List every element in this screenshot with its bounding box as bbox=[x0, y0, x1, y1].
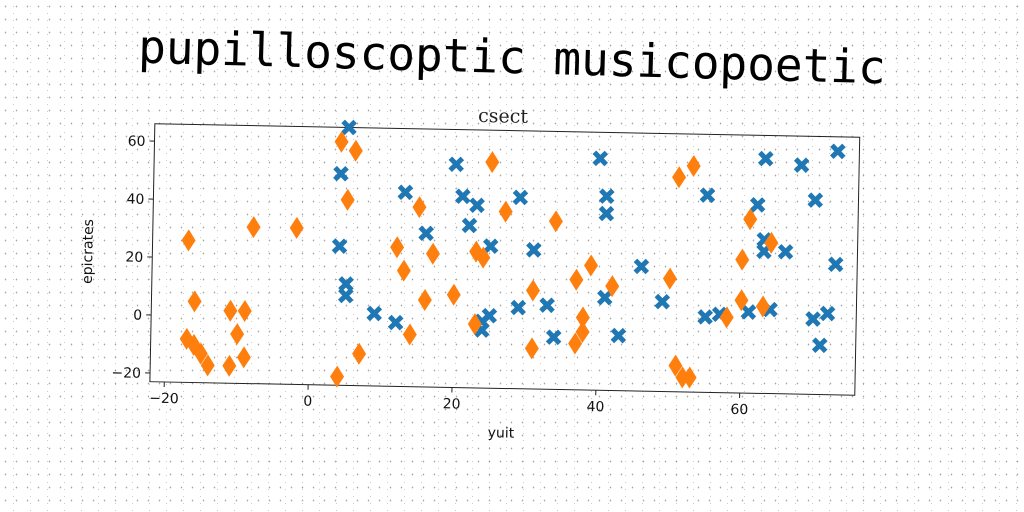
scatter-point-diamond-marker bbox=[237, 346, 251, 368]
page-title: pupilloscoptic musicopoetic bbox=[0, 16, 1024, 99]
scatter-point-x-marker bbox=[471, 199, 483, 211]
scatter-point-x-marker bbox=[333, 240, 345, 252]
y-axis-label: epicrates bbox=[80, 219, 97, 284]
scatter-point-diamond-marker bbox=[485, 151, 499, 173]
scatter-point-diamond-marker bbox=[330, 365, 344, 387]
scatter-point-diamond-marker bbox=[222, 355, 236, 377]
plot-frame bbox=[150, 124, 860, 395]
scatter-point-x-marker bbox=[420, 227, 432, 239]
scatter-point-diamond-marker bbox=[187, 290, 201, 312]
scatter-point-diamond-marker bbox=[447, 284, 461, 306]
scatter-point-x-marker bbox=[514, 191, 526, 203]
scatter-chart: csect −20 0 20 40 60 −20 0 20 40 60 yuit epicrate… bbox=[67, 92, 894, 458]
y-tick-label: 20 bbox=[125, 250, 143, 266]
scatter-point-x-marker bbox=[594, 152, 606, 164]
scatter-point-x-marker bbox=[368, 307, 380, 319]
scatter-point-diamond-marker bbox=[526, 279, 540, 301]
x-tick-label: 20 bbox=[443, 396, 461, 412]
scatter-point-diamond-marker bbox=[340, 189, 354, 211]
chart-svg: csect −20 0 20 40 60 −20 0 20 40 60 yuit epicrate… bbox=[67, 92, 894, 458]
scatter-point-diamond-marker bbox=[181, 229, 195, 251]
scatter-point-diamond-marker bbox=[499, 201, 513, 223]
scatter-point-x-marker bbox=[612, 329, 624, 341]
scatter-point-diamond-marker bbox=[743, 208, 757, 230]
scatter-point-x-marker bbox=[548, 331, 560, 343]
scatter-point-diamond-marker bbox=[576, 306, 590, 328]
y-tick-label: 60 bbox=[128, 134, 146, 150]
scatter-point-x-marker bbox=[512, 301, 524, 313]
scatter-point-x-marker bbox=[335, 168, 347, 180]
scatter-point-x-marker bbox=[601, 190, 613, 202]
scatter-point-diamond-marker bbox=[352, 343, 366, 365]
x-tick-label: 0 bbox=[303, 394, 312, 410]
scatter-point-x-marker bbox=[742, 306, 754, 318]
scatter-point-diamond-marker bbox=[412, 196, 426, 218]
scatter-point-diamond-marker bbox=[549, 210, 563, 232]
scatter-point-x-marker bbox=[457, 190, 469, 202]
scatter-point-diamond-marker bbox=[584, 254, 598, 276]
scatter-point-diamond-marker bbox=[230, 323, 244, 345]
scatter-point-x-marker bbox=[599, 292, 611, 304]
scatter-point-x-marker bbox=[635, 260, 647, 272]
scatter-point-diamond-marker bbox=[223, 300, 237, 322]
scatter-point-x-marker bbox=[485, 240, 497, 252]
scatter-point-diamond-marker bbox=[686, 155, 700, 177]
scatter-point-x-marker bbox=[807, 313, 819, 325]
scatter-point-x-marker bbox=[809, 194, 821, 206]
scatter-point-diamond-marker bbox=[334, 131, 348, 153]
x-tick-label: 40 bbox=[586, 399, 604, 415]
scatter-point-x-marker bbox=[821, 307, 833, 319]
y-tick-label: −20 bbox=[111, 365, 141, 382]
scatter-point-x-marker bbox=[463, 219, 475, 231]
scatter-point-diamond-marker bbox=[238, 300, 252, 322]
x-axis-label: yuit bbox=[488, 425, 515, 442]
scatter-point-x-marker bbox=[390, 317, 402, 329]
scatter-point-diamond-marker bbox=[246, 216, 260, 238]
scatter-point-diamond-marker bbox=[735, 249, 749, 271]
scatter-point-x-marker bbox=[600, 207, 612, 219]
y-tick-label: 40 bbox=[126, 192, 144, 208]
scatter-point-diamond-marker bbox=[418, 289, 432, 311]
data-points bbox=[179, 118, 844, 397]
scatter-point-diamond-marker bbox=[569, 269, 583, 291]
scatter-point-diamond-marker bbox=[390, 236, 404, 258]
scatter-point-x-marker bbox=[796, 159, 808, 171]
y-tick-label: 0 bbox=[133, 308, 142, 324]
scatter-point-diamond-marker bbox=[426, 243, 440, 265]
scatter-point-x-marker bbox=[760, 153, 772, 165]
scatter-point-diamond-marker bbox=[397, 259, 411, 281]
x-tick-label: 60 bbox=[730, 402, 748, 418]
scatter-point-diamond-marker bbox=[403, 323, 417, 345]
scatter-point-x-marker bbox=[830, 258, 842, 270]
scatter-point-x-marker bbox=[832, 145, 844, 157]
scatter-point-diamond-marker bbox=[349, 140, 363, 162]
scatter-point-x-marker bbox=[752, 199, 764, 211]
x-tick-label: −20 bbox=[149, 391, 179, 408]
scatter-point-x-marker bbox=[541, 299, 553, 311]
scatter-point-x-marker bbox=[779, 246, 791, 258]
scatter-point-x-marker bbox=[701, 189, 713, 201]
scatter-point-diamond-marker bbox=[663, 267, 677, 289]
scatter-point-x-marker bbox=[450, 158, 462, 170]
scatter-point-diamond-marker bbox=[672, 166, 686, 188]
scatter-point-x-marker bbox=[699, 311, 711, 323]
scatter-point-x-marker bbox=[340, 289, 352, 301]
scatter-point-x-marker bbox=[399, 186, 411, 198]
scatter-point-x-marker bbox=[656, 296, 668, 308]
scatter-point-diamond-marker bbox=[290, 217, 304, 239]
scatter-point-x-marker bbox=[814, 339, 826, 351]
chart-title: csect bbox=[478, 105, 529, 128]
scatter-point-x-marker bbox=[528, 244, 540, 256]
scatter-point-diamond-marker bbox=[525, 337, 539, 359]
